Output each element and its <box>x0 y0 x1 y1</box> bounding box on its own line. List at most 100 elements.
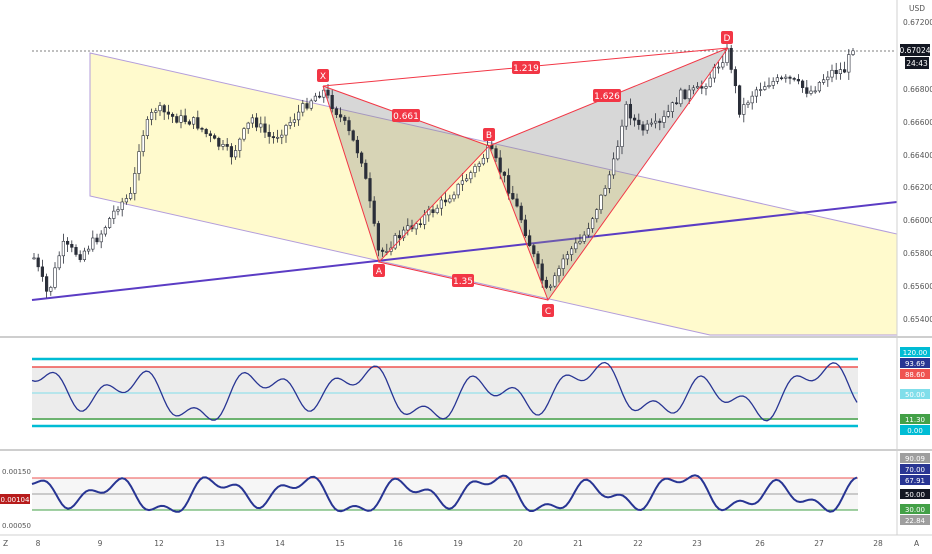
candle-body <box>452 194 456 200</box>
candle-body <box>473 166 477 173</box>
candle-body <box>620 125 624 147</box>
candle-body <box>742 104 746 115</box>
candle-body <box>108 218 112 228</box>
time-tick: 19 <box>453 539 463 548</box>
price-tick: 0.66800 <box>903 85 932 94</box>
candle-body <box>397 235 402 239</box>
candle-body <box>448 198 452 203</box>
candle-body <box>847 54 851 73</box>
price-tick: 0.67200 <box>903 18 932 27</box>
ratio-label-ac: 1.35 <box>452 274 474 287</box>
svg-text:A: A <box>376 267 383 277</box>
candle-body <box>259 123 263 128</box>
candle-body <box>95 237 99 243</box>
candle-body <box>674 102 679 105</box>
candle-body <box>309 100 313 109</box>
price-tick: 0.66400 <box>903 151 932 160</box>
candle-body <box>842 69 847 73</box>
candle-body <box>561 258 565 269</box>
time-tick: 20 <box>513 539 523 548</box>
candle-body <box>758 89 763 91</box>
candle-body <box>57 255 61 269</box>
price-tick: 0.65800 <box>903 249 932 258</box>
time-tick: 21 <box>573 539 583 548</box>
osc2-axis: 90.09 70.00 67.91 50.00 30.00 22.84 <box>900 453 930 525</box>
candle-body <box>145 119 150 136</box>
parallel-channel[interactable] <box>89 52 898 336</box>
svg-text:D: D <box>724 34 731 44</box>
candle-body <box>250 117 255 124</box>
candle-body <box>225 144 229 147</box>
candle-body <box>565 254 569 260</box>
candle-body <box>234 150 238 158</box>
candle-body <box>32 257 36 260</box>
price-pane[interactable]: 1.219 0.661 1.35 1.626 X A B C <box>31 31 898 336</box>
candle-body <box>456 183 460 196</box>
candle-body <box>213 135 217 139</box>
candle-body <box>834 69 838 74</box>
ratio-label-xd: 1.219 <box>512 61 540 74</box>
time-tick: 28 <box>873 539 883 548</box>
candle-body <box>716 66 721 69</box>
svg-text:11.30: 11.30 <box>905 416 925 424</box>
svg-text:50.00: 50.00 <box>905 391 925 399</box>
candle-body <box>175 116 179 123</box>
candle-body <box>506 175 511 194</box>
candle-body <box>305 103 309 109</box>
candle-body <box>66 240 70 245</box>
candle-body <box>401 229 406 239</box>
candle-body <box>200 127 204 130</box>
candle-body <box>133 173 137 194</box>
candle-body <box>569 248 574 255</box>
candle-body <box>460 180 465 185</box>
osc2-left-axis: 0.00150 0.00104 0.00050 <box>0 468 31 530</box>
time-axis[interactable]: Z 8 9 12 13 14 15 16 19 20 21 22 23 26 2… <box>3 539 920 548</box>
candle-body <box>364 162 368 179</box>
candle-body <box>116 209 120 212</box>
candle-body <box>645 123 649 131</box>
candle-body <box>280 134 284 138</box>
candle-body <box>700 86 704 89</box>
candle-body <box>616 146 620 160</box>
svg-text:22.84: 22.84 <box>905 517 926 525</box>
candle-body <box>784 76 788 79</box>
currency-label: USD <box>909 4 925 13</box>
candle-body <box>649 122 653 125</box>
candle-body <box>590 218 595 229</box>
price-axis[interactable]: USD 0.67200 0.66800 0.66600 0.66400 0.66… <box>903 4 932 324</box>
oscillator-1-pane[interactable] <box>31 357 858 428</box>
candle-body <box>431 209 435 213</box>
candle-body <box>809 90 813 94</box>
svg-text:0.661: 0.661 <box>393 112 419 122</box>
time-tick: 9 <box>98 539 103 548</box>
candle-body <box>435 207 439 213</box>
point-label-a: A <box>373 264 385 277</box>
svg-text:67.91: 67.91 <box>905 477 925 485</box>
candle-body <box>817 82 821 92</box>
time-tick: 12 <box>154 539 164 548</box>
candle-body <box>502 171 507 176</box>
ratio-label-xb: 0.661 <box>392 109 420 122</box>
time-tick: 23 <box>692 539 702 548</box>
candle-body <box>813 90 817 93</box>
candlesticks[interactable] <box>32 42 855 298</box>
candle-body <box>532 245 536 255</box>
candle-body <box>78 254 82 260</box>
time-tick: 22 <box>633 539 643 548</box>
candle-body <box>670 102 674 112</box>
candle-body <box>796 78 800 82</box>
candle-body <box>238 138 242 151</box>
trend-line[interactable] <box>31 201 898 301</box>
candle-body <box>805 87 809 94</box>
candle-body <box>414 223 418 230</box>
candle-body <box>217 138 221 147</box>
candle-body <box>347 120 351 132</box>
candle-body <box>544 279 548 288</box>
candle-body <box>607 174 611 189</box>
oscillator-2-pane[interactable] <box>31 474 858 513</box>
svg-text:B: B <box>486 131 492 141</box>
candle-body <box>733 69 737 87</box>
candle-body <box>158 105 162 112</box>
